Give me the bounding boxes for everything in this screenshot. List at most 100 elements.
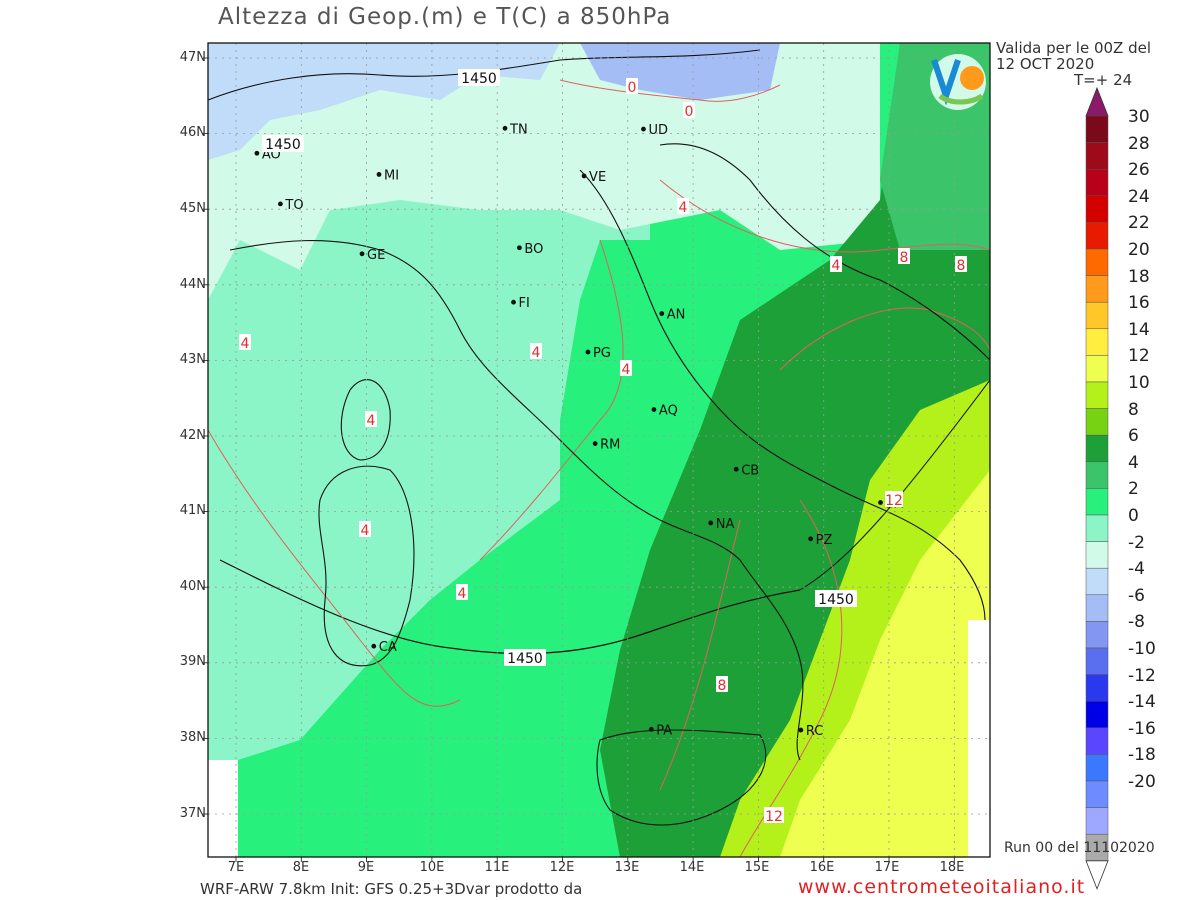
city-na: NA — [708, 517, 734, 532]
city-label: PA — [656, 723, 672, 738]
contour-labels: 0 0 4 4 4 4 4 4 4 4 8 8 8 12 12 1450 145… — [239, 69, 967, 825]
colorbar-swatch — [1085, 434, 1109, 463]
colorbar-label: 22 — [1128, 213, 1150, 234]
lon-label-17: 17E — [874, 860, 900, 875]
run-info: Run 00 del 11102020 — [1004, 840, 1155, 856]
city-dot — [376, 172, 382, 177]
city-pg: PG — [585, 346, 611, 361]
lat-label-47: 47N — [179, 50, 206, 65]
city-pz: PZ — [808, 533, 832, 548]
svg-text:4: 4 — [458, 586, 467, 602]
svg-text:8: 8 — [718, 678, 727, 694]
city-ud: UD — [641, 123, 668, 138]
city-dot — [878, 500, 883, 505]
map-frame — [207, 42, 991, 858]
city-dot — [651, 407, 657, 412]
city-dot — [592, 441, 598, 446]
city-rc: RC — [798, 724, 823, 739]
lon-label-14: 14E — [679, 860, 705, 875]
colorbar-label: -12 — [1128, 665, 1156, 686]
centrometeo-logo — [930, 54, 986, 110]
city-label: FI — [519, 296, 530, 311]
model-info: WRF-ARW 7.8km Init: GFS 0.25+3Dvar prodo… — [200, 880, 583, 898]
svg-text:4: 4 — [832, 258, 841, 274]
lat-label-46: 46N — [179, 125, 206, 140]
colorbar-label: 0 — [1128, 506, 1139, 526]
city-label: UD — [648, 123, 668, 138]
city-label: AQ — [659, 404, 678, 419]
isotherm-label: 0 — [683, 102, 695, 120]
colorbar-label: -6 — [1128, 585, 1145, 606]
isohypse-label: 1450 — [458, 69, 500, 87]
city-to: TO — [278, 198, 304, 213]
lat-label-45: 45N — [179, 201, 206, 216]
isohypse-label: 1450 — [504, 649, 546, 667]
city-ge: GE — [359, 248, 385, 263]
svg-text:8: 8 — [900, 250, 909, 266]
svg-text:4: 4 — [361, 523, 370, 539]
svg-text:4: 4 — [367, 413, 376, 429]
city-label: PZ — [816, 533, 833, 548]
svg-text:12: 12 — [885, 493, 903, 509]
city-label: VE — [589, 170, 606, 185]
colorbar-swatch — [1085, 301, 1109, 330]
city-dot — [254, 150, 260, 156]
lon-label-12: 12E — [549, 860, 575, 875]
colorbar-swatch — [1085, 142, 1109, 170]
city-dot — [808, 536, 814, 542]
lat-label-40: 40N — [179, 579, 206, 594]
colorbar-swatch — [1085, 461, 1109, 489]
colorbar-swatch — [1085, 381, 1109, 409]
city-label: PG — [593, 346, 611, 361]
city-bo: BO — [517, 242, 543, 257]
isotherm-label: 8 — [716, 676, 728, 694]
colorbar-label: -10 — [1128, 639, 1156, 659]
city-dot — [648, 726, 654, 732]
city-dot — [502, 125, 508, 131]
colorbar-label: -18 — [1128, 745, 1156, 766]
city-ve: VE — [581, 170, 606, 185]
city-mi: MI — [376, 168, 399, 183]
map-title: Altezza di Geop.(m) e T(C) a 850hPa — [218, 4, 672, 30]
lon-label-16: 16E — [809, 860, 835, 875]
colorbar-swatch — [1085, 514, 1109, 542]
city-dot — [581, 173, 587, 179]
isotherm-label: 8 — [955, 256, 967, 274]
colorbar-label: 12 — [1128, 346, 1150, 367]
colorbar-label: 10 — [1128, 373, 1150, 393]
validity-line-2: 12 OCT 2020 — [996, 55, 1095, 73]
colorbar-swatch — [1085, 647, 1109, 675]
isotherm-label: 12 — [885, 491, 903, 509]
lon-label-9: 9E — [357, 860, 375, 875]
colorbar-swatch — [1085, 222, 1109, 250]
colorbar-swatch — [1085, 275, 1109, 303]
colorbar-swatch — [1085, 727, 1109, 755]
lat-label-38: 38N — [179, 730, 206, 745]
isotherm-label: 8 — [898, 248, 910, 266]
city-dot — [659, 311, 665, 316]
city-label: GE — [367, 248, 385, 263]
lat-lon-grid — [203, 43, 990, 862]
city-aq: AQ — [651, 404, 678, 419]
isotherm-label: 4 — [456, 584, 468, 602]
isotherm-label: 4 — [359, 521, 371, 539]
lat-label-44: 44N — [179, 277, 206, 292]
isotherm-label: 4 — [830, 256, 842, 274]
colorbar-swatch — [1085, 674, 1109, 702]
city-dot — [708, 520, 714, 526]
colorbar-bottom-arrow — [1085, 860, 1109, 890]
colorbar-label: 14 — [1128, 319, 1150, 340]
site-link[interactable]: www.centrometeoitaliano.it — [798, 876, 1086, 898]
colorbar-swatch — [1085, 807, 1109, 835]
svg-text:8: 8 — [957, 258, 966, 274]
city-dot — [371, 643, 377, 649]
validity-line-1: Valida per le 00Z del — [996, 39, 1152, 57]
lon-label-15: 15E — [744, 860, 770, 875]
isotherm-label: 4 — [620, 360, 632, 378]
colorbar-swatch — [1085, 621, 1109, 649]
city-label: BO — [524, 242, 543, 257]
isotherm-label: 4 — [530, 343, 542, 361]
isohypse-label: 1450 — [262, 135, 304, 153]
colorbar-swatch — [1085, 195, 1109, 223]
